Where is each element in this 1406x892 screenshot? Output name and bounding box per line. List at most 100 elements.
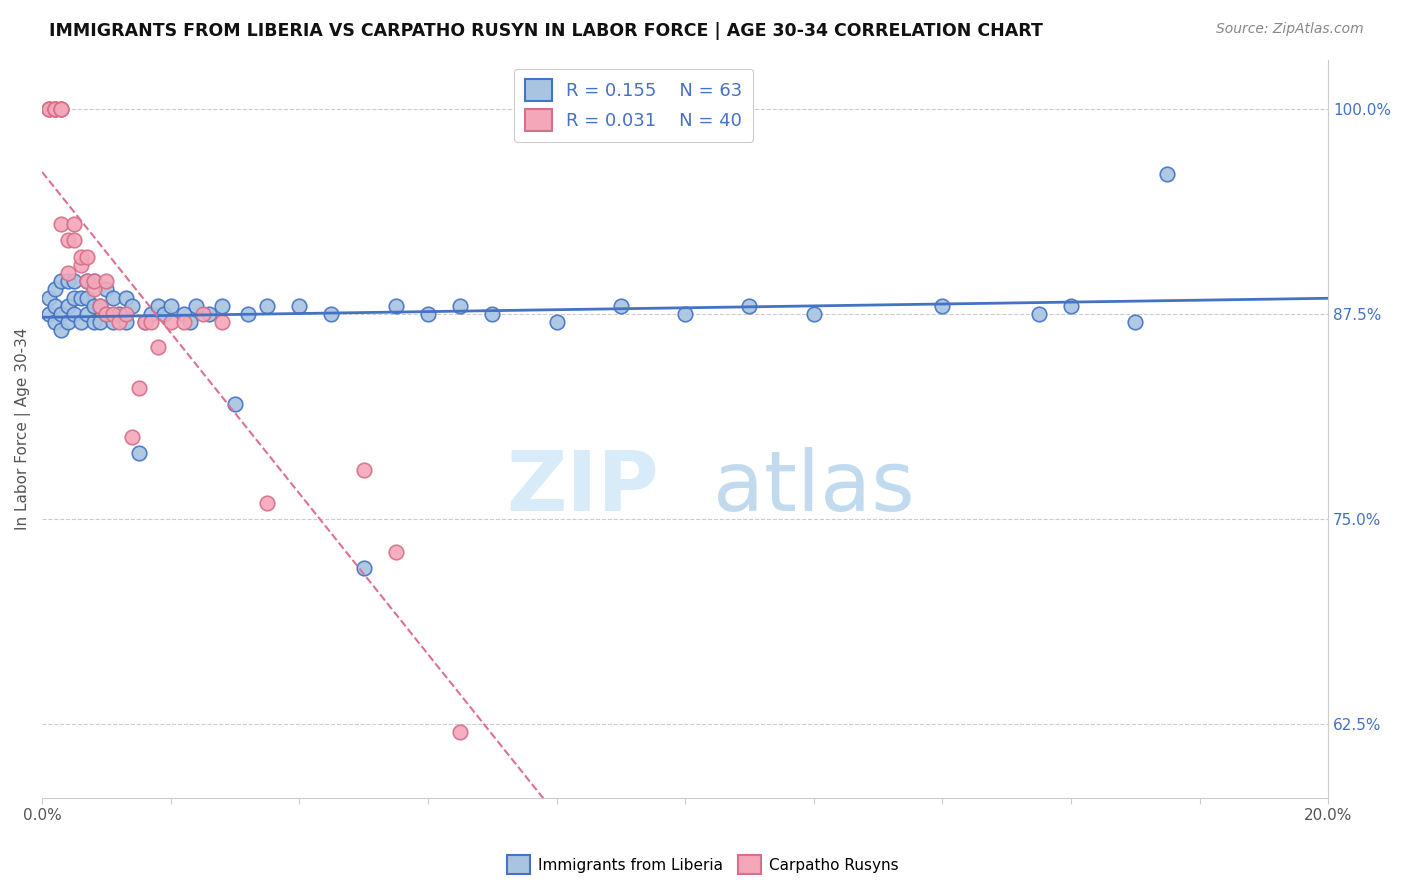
Point	[449, 725, 471, 739]
Point	[1060, 299, 1083, 313]
Point	[114, 291, 136, 305]
Point	[76, 274, 98, 288]
Point	[146, 299, 169, 313]
Point	[69, 291, 91, 305]
Point	[211, 299, 233, 313]
Point	[108, 315, 131, 329]
Point	[738, 299, 761, 313]
Point	[416, 307, 439, 321]
Point	[288, 299, 311, 313]
Point	[610, 299, 633, 313]
Point	[76, 307, 98, 321]
Point	[76, 250, 98, 264]
Point	[146, 340, 169, 354]
Point	[179, 315, 201, 329]
Point	[44, 102, 66, 116]
Point	[69, 315, 91, 329]
Point	[186, 299, 208, 313]
Point	[153, 307, 176, 321]
Point	[96, 307, 118, 321]
Point	[51, 102, 73, 116]
Point	[141, 315, 163, 329]
Point	[44, 282, 66, 296]
Point	[353, 561, 375, 575]
Point	[44, 102, 66, 116]
Point	[673, 307, 696, 321]
Point	[38, 102, 60, 116]
Point	[56, 266, 79, 280]
Point	[211, 315, 233, 329]
Point	[38, 291, 60, 305]
Point	[236, 307, 259, 321]
Y-axis label: In Labor Force | Age 30-34: In Labor Force | Age 30-34	[15, 327, 31, 530]
Point	[83, 282, 105, 296]
Point	[121, 430, 143, 444]
Point	[256, 496, 278, 510]
Point	[38, 307, 60, 321]
Point	[96, 282, 118, 296]
Point	[51, 102, 73, 116]
Point	[51, 323, 73, 337]
Point	[83, 274, 105, 288]
Point	[159, 299, 181, 313]
Point	[76, 291, 98, 305]
Point	[128, 446, 150, 460]
Text: atlas: atlas	[713, 448, 914, 528]
Point	[803, 307, 825, 321]
Point	[353, 463, 375, 477]
Point	[63, 291, 86, 305]
Point	[128, 381, 150, 395]
Point	[63, 233, 86, 247]
Point	[121, 299, 143, 313]
Point	[83, 315, 105, 329]
Point	[224, 397, 246, 411]
Point	[114, 307, 136, 321]
Point	[56, 315, 79, 329]
Point	[44, 315, 66, 329]
Point	[63, 307, 86, 321]
Point	[83, 299, 105, 313]
Point	[1156, 168, 1178, 182]
Point	[134, 315, 156, 329]
Point	[83, 274, 105, 288]
Point	[44, 299, 66, 313]
Point	[546, 315, 568, 329]
Point	[69, 250, 91, 264]
Point	[89, 315, 111, 329]
Point	[134, 315, 156, 329]
Point	[256, 299, 278, 313]
Point	[108, 307, 131, 321]
Point	[114, 315, 136, 329]
Legend: R = 0.155    N = 63, R = 0.031    N = 40: R = 0.155 N = 63, R = 0.031 N = 40	[515, 69, 754, 142]
Point	[101, 291, 124, 305]
Point	[38, 102, 60, 116]
Text: Source: ZipAtlas.com: Source: ZipAtlas.com	[1216, 22, 1364, 37]
Point	[481, 307, 503, 321]
Point	[449, 299, 471, 313]
Point	[51, 102, 73, 116]
Point	[101, 307, 124, 321]
Point	[96, 274, 118, 288]
Point	[384, 545, 406, 559]
Point	[51, 307, 73, 321]
Point	[96, 307, 118, 321]
Point	[159, 315, 181, 329]
Point	[44, 102, 66, 116]
Text: ZIP: ZIP	[506, 448, 658, 528]
Text: IMMIGRANTS FROM LIBERIA VS CARPATHO RUSYN IN LABOR FORCE | AGE 30-34 CORRELATION: IMMIGRANTS FROM LIBERIA VS CARPATHO RUSY…	[49, 22, 1043, 40]
Point	[384, 299, 406, 313]
Point	[173, 307, 195, 321]
Point	[141, 307, 163, 321]
Point	[101, 315, 124, 329]
Point	[38, 102, 60, 116]
Point	[931, 299, 953, 313]
Point	[1028, 307, 1050, 321]
Point	[56, 233, 79, 247]
Point	[198, 307, 221, 321]
Point	[69, 258, 91, 272]
Point	[56, 274, 79, 288]
Point	[51, 274, 73, 288]
Point	[63, 217, 86, 231]
Legend: Immigrants from Liberia, Carpatho Rusyns: Immigrants from Liberia, Carpatho Rusyns	[502, 849, 904, 880]
Point	[51, 217, 73, 231]
